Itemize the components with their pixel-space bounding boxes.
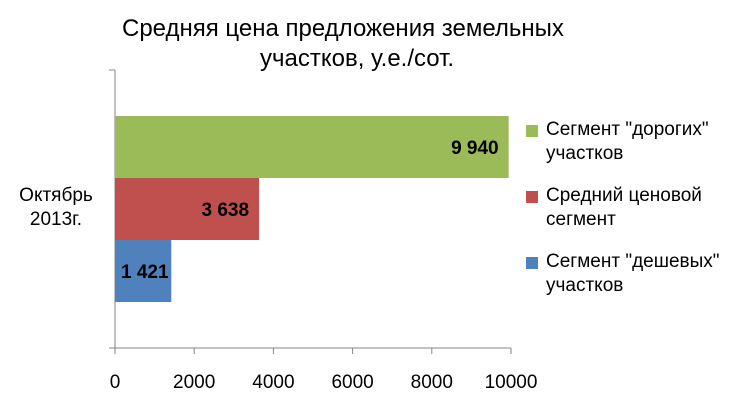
- data-label-middle: 3 638: [202, 200, 250, 221]
- bar-middle: [115, 178, 260, 240]
- bar-expensive: [115, 116, 509, 178]
- category-label-line-1: Октябрь: [19, 185, 93, 206]
- chart-title: Средняя цена предложения земельных участ…: [100, 14, 640, 74]
- x-tick-label: 0: [110, 372, 121, 393]
- x-tick-label: 6000: [331, 372, 373, 393]
- chart-title-line-2: участков, у.е./сот.: [260, 45, 455, 72]
- legend: Сегмент "дорогих" участков Средний ценово…: [526, 118, 736, 316]
- legend-label-cheap-line-2: участков: [546, 275, 624, 296]
- legend-item-expensive: Сегмент "дорогих" участков: [526, 118, 736, 166]
- x-tick-label: 8000: [411, 372, 453, 393]
- legend-swatch-middle: [526, 191, 538, 203]
- legend-label-expensive-line-2: участков: [546, 143, 624, 164]
- chart-title-line-1: Средняя цена предложения земельных: [122, 15, 564, 42]
- bar-cheap: [115, 240, 172, 302]
- legend-label-expensive-line-1: Сегмент "дорогих": [546, 119, 709, 140]
- legend-label-cheap: Сегмент "дешевых" участков: [546, 250, 736, 298]
- legend-swatch-expensive: [526, 125, 538, 137]
- legend-label-cheap-line-1: Сегмент "дешевых": [546, 251, 720, 272]
- legend-label-middle: Средний ценовой сегмент: [546, 184, 736, 232]
- legend-item-middle: Средний ценовой сегмент: [526, 184, 736, 232]
- legend-label-middle-line-2: сегмент: [546, 209, 616, 230]
- x-tick-label: 4000: [252, 372, 294, 393]
- category-label-line-2: 2013г.: [29, 209, 83, 230]
- category-label: Октябрь 2013г.: [4, 184, 108, 232]
- data-label-cheap: 1 421: [121, 262, 169, 283]
- x-tick-label: 10000: [485, 372, 538, 393]
- legend-item-cheap: Сегмент "дешевых" участков: [526, 250, 736, 298]
- legend-swatch-cheap: [526, 257, 538, 269]
- x-tick-label: 2000: [173, 372, 215, 393]
- legend-label-middle-line-1: Средний ценовой: [546, 185, 702, 206]
- legend-label-expensive: Сегмент "дорогих" участков: [546, 118, 736, 166]
- data-label-expensive: 9 940: [451, 138, 499, 159]
